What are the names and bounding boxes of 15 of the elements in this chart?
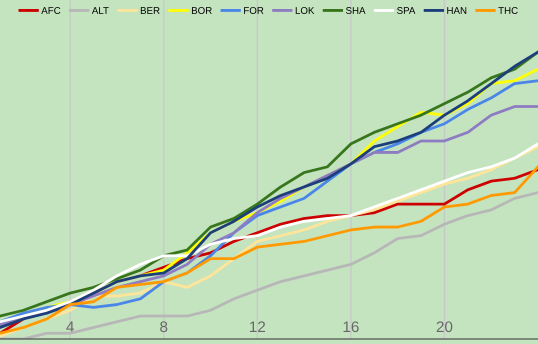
legend-label: BER [140,7,160,14]
x-tick-label: 4 [66,322,74,332]
x-tick-label: 8 [160,321,168,332]
legend-label: ALT [92,7,109,14]
x-tick-label: 20 [436,321,452,332]
legend-label: SHA [346,7,366,14]
legend-label: THC [498,7,518,14]
legend-label: LOK [296,7,314,14]
legend-label: BOR [192,7,212,14]
x-tick-label: 12 [250,321,266,332]
legend-label: AFC [41,7,60,14]
x-tick-label: 16 [344,321,359,332]
legend-label: HAN [447,7,466,14]
legend-label: SPA [397,7,416,14]
legend-label: FOR [244,7,264,14]
